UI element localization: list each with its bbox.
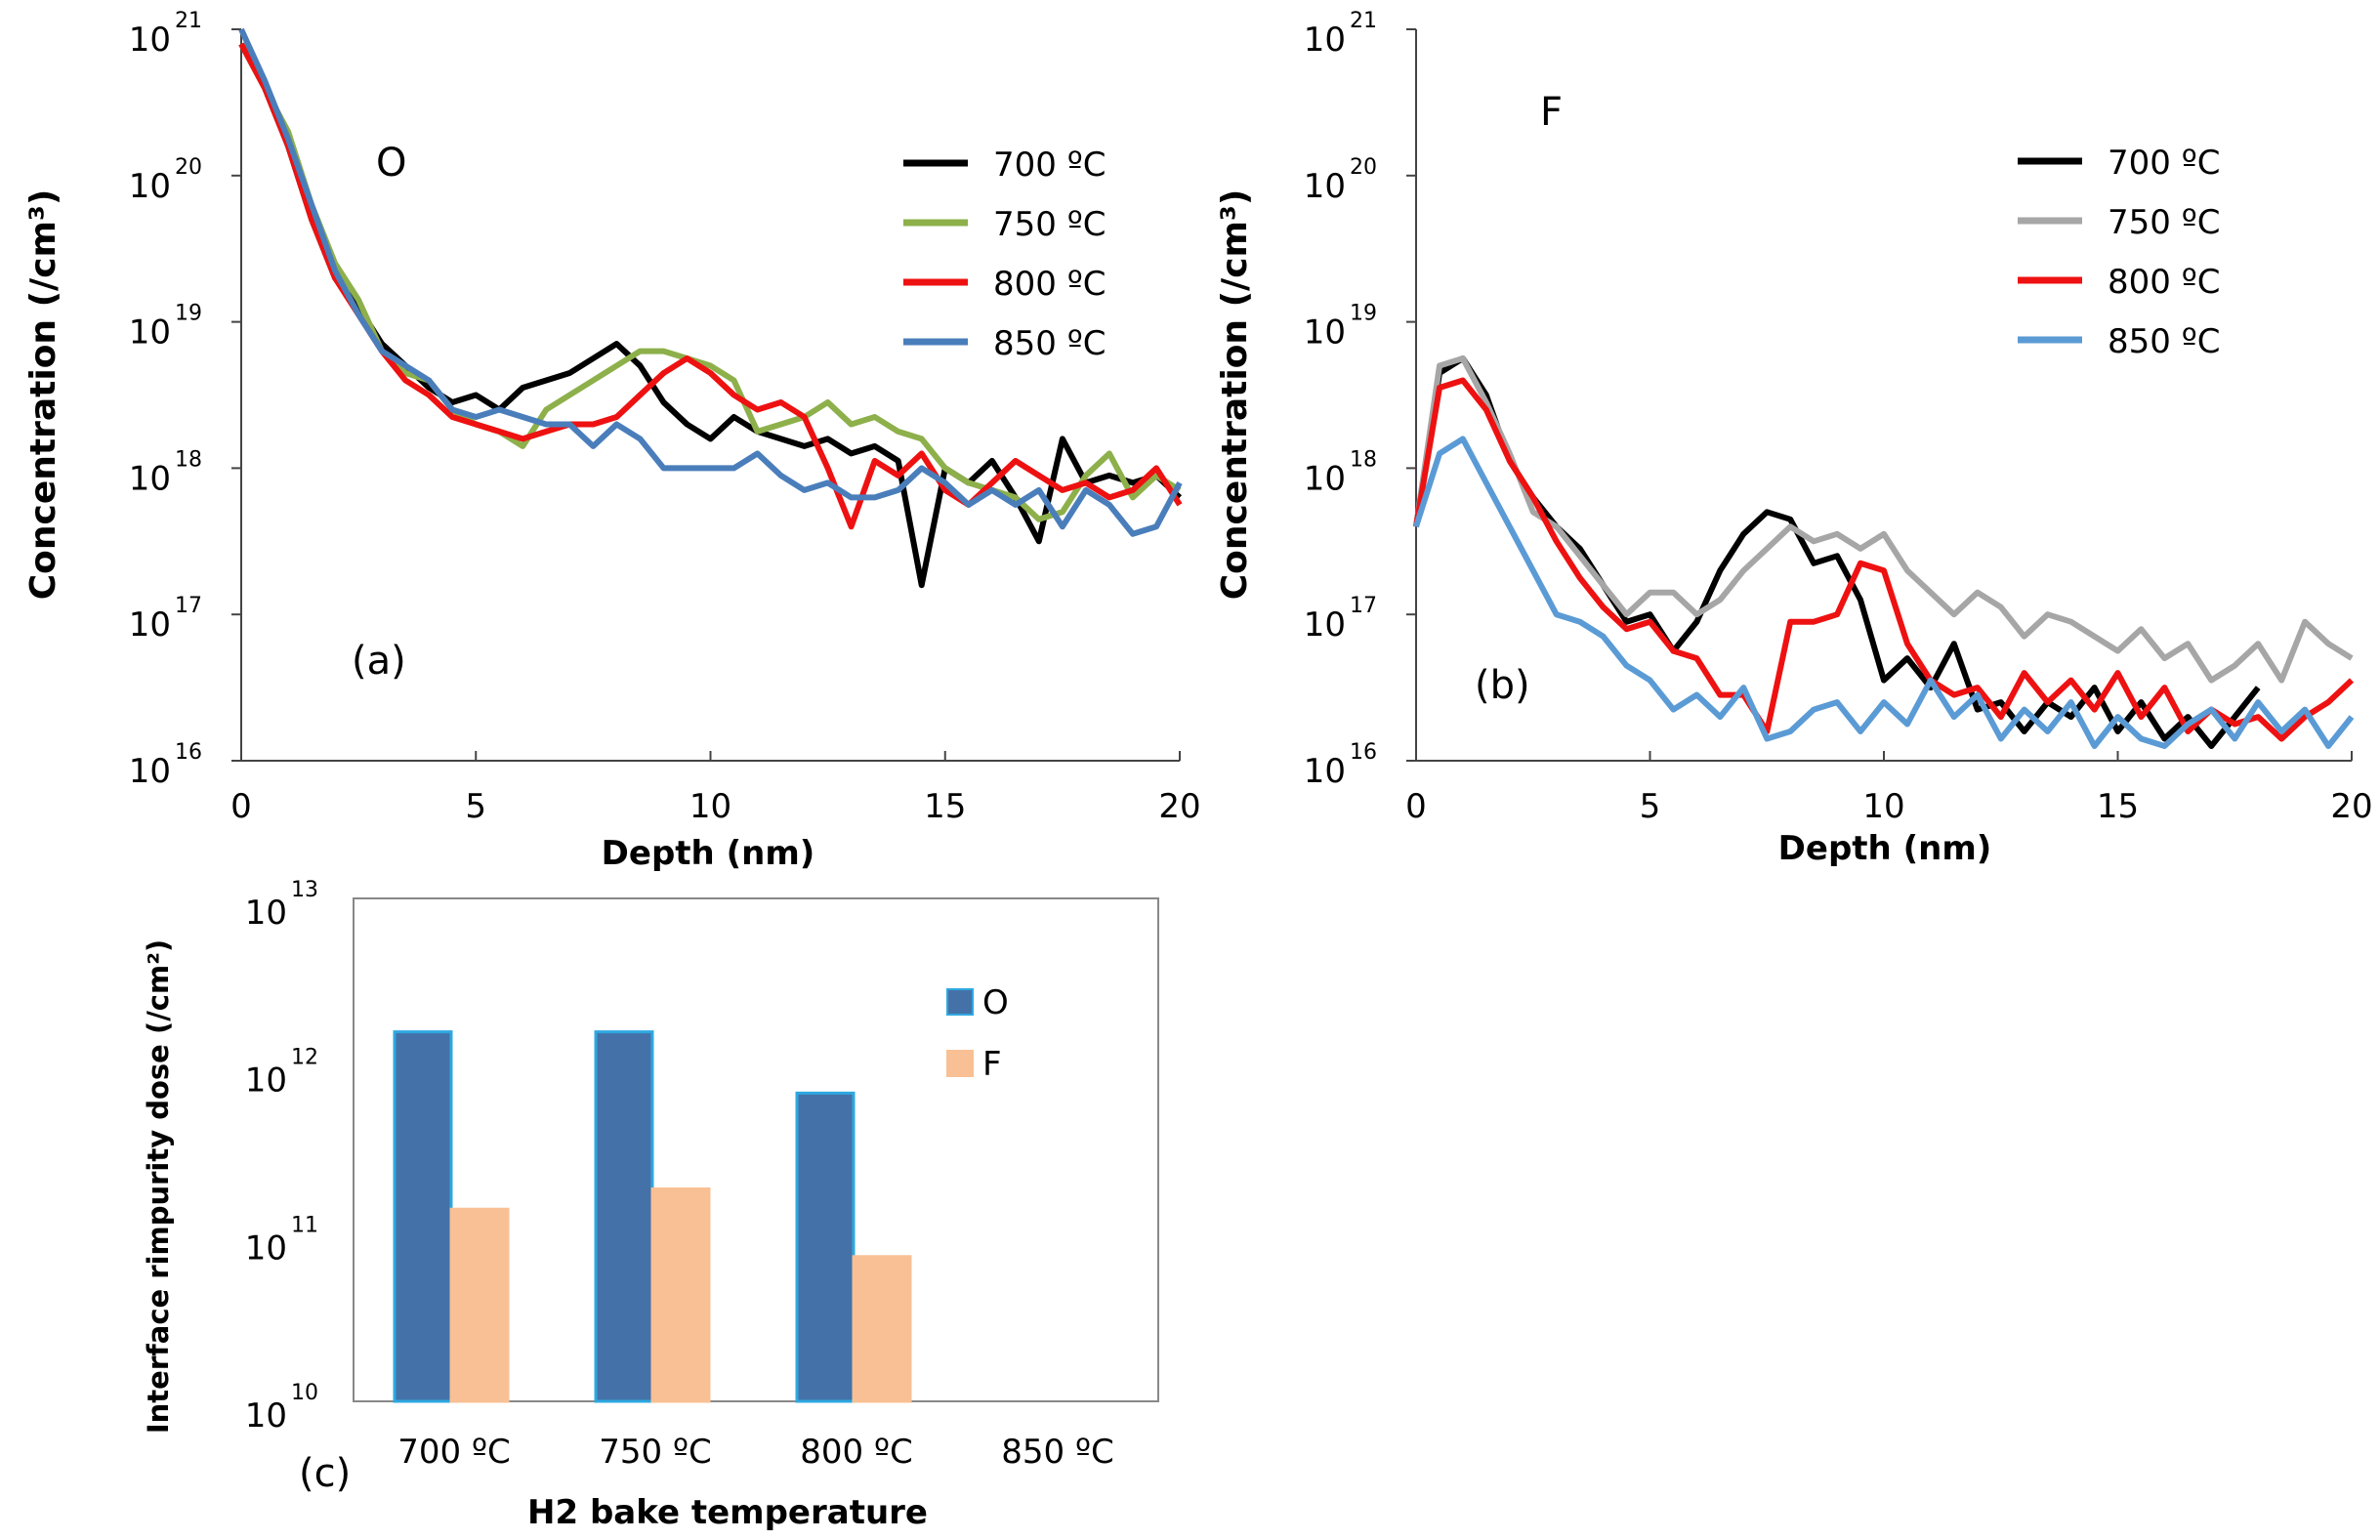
y-tick-label-exponent: 12 (291, 1046, 318, 1070)
y-tick-label-exponent: 17 (1350, 594, 1377, 618)
bar-O-750C (594, 1030, 654, 1403)
y-tick-label-base: 10 (129, 459, 171, 498)
x-tick-label: 5 (465, 787, 486, 826)
series-line-750C (238, 42, 1182, 522)
x-tick-label: 20 (2330, 787, 2372, 826)
y-tick-label-base: 10 (1304, 21, 1346, 60)
y-tick-label-exponent: 21 (175, 9, 202, 33)
legend-swatch (946, 988, 974, 1016)
panel-b-legend: 700 ºC 750 ºC 800 ºC 850 ºC (2018, 144, 2220, 361)
series-line-800C (238, 42, 1183, 530)
x-tick-label: 15 (2097, 787, 2139, 826)
y-tick-label-base: 10 (1304, 605, 1346, 645)
panel-a-annotation: O (376, 141, 406, 186)
legend-label: 800 ºC (993, 265, 1106, 304)
legend-label: 800 ºC (2108, 263, 2220, 302)
series-line-850C (238, 27, 1183, 537)
y-tick-label-base: 10 (245, 894, 287, 933)
x-tick-label: 15 (924, 787, 966, 826)
legend-swatch (946, 1050, 974, 1077)
y-tick-label-base: 10 (1304, 752, 1346, 791)
y-tick-label-base: 10 (1304, 313, 1346, 353)
series-line-700C (238, 42, 1183, 589)
y-tick-label-base: 10 (129, 167, 171, 206)
legend-label: 850 ºC (993, 324, 1106, 363)
x-tick-label: 20 (1158, 787, 1200, 826)
panel-c-plot-frame (353, 897, 1159, 1402)
legend-label: 750 ºC (993, 205, 1106, 244)
y-tick-label-exponent: 17 (175, 594, 202, 618)
bar-O-700C (393, 1030, 453, 1403)
legend-label: 850 ºC (2108, 322, 2220, 361)
x-tick-label: 800 ºC (800, 1433, 912, 1472)
bar-F-700C (449, 1207, 510, 1403)
y-tick-label-exponent: 16 (175, 740, 202, 765)
y-tick-label-base: 10 (129, 21, 171, 60)
x-tick-label: 0 (230, 787, 252, 826)
panel-a-legend: 700 ºC 750 ºC 800 ºC 850 ºC (903, 146, 1106, 363)
y-tick-label-exponent: 13 (291, 878, 318, 902)
series-line-850C (1413, 436, 2355, 749)
x-tick-label: 10 (1862, 787, 1904, 826)
panel-b-y-axis-label: Concentration (/cm³) (1215, 189, 1255, 601)
legend-label: 750 ºC (2108, 203, 2220, 242)
panel-c-label: (c) (299, 1451, 351, 1496)
y-tick-label-base: 10 (129, 605, 171, 645)
x-tick-label: 10 (689, 787, 731, 826)
panel-b-annotation: F (1540, 90, 1563, 135)
x-tick-label: 750 ºC (599, 1433, 711, 1472)
y-tick-label-exponent: 10 (291, 1381, 318, 1405)
legend-label: F (982, 1045, 1002, 1084)
y-tick-label-base: 10 (129, 313, 171, 353)
series-line-750C (1413, 355, 2354, 684)
y-tick-label-base: 10 (1304, 459, 1346, 498)
legend-label: 700 ºC (993, 146, 1106, 185)
bar-F-800C (852, 1255, 912, 1403)
y-tick-label-exponent: 21 (1350, 9, 1377, 33)
panel-b-x-axis-label: Depth (nm) (1778, 829, 1992, 868)
x-tick-label: 700 ºC (397, 1433, 510, 1472)
panel-b-label: (b) (1475, 663, 1530, 708)
y-tick-label-exponent: 18 (175, 447, 202, 472)
x-tick-label: 5 (1640, 787, 1661, 826)
bar-O-800C (795, 1091, 856, 1403)
y-tick-label-base: 10 (129, 752, 171, 791)
panel-a-x-axis-label: Depth (nm) (602, 834, 815, 873)
y-tick-label-exponent: 20 (175, 155, 202, 180)
panel-a-y-axis-label: Concentration (/cm³) (23, 189, 63, 601)
y-tick-label-exponent: 19 (175, 302, 202, 326)
x-tick-label: 850 ºC (1001, 1433, 1113, 1472)
legend-label: 700 ºC (2108, 144, 2220, 183)
panel-c-y-axis-label: Interface rimpurity dose (/cm²) (142, 939, 175, 1434)
y-tick-label-exponent: 19 (1350, 302, 1377, 326)
panel-c-legend: OF (946, 983, 1009, 1084)
y-tick-label-exponent: 20 (1350, 155, 1377, 180)
series-line-800C (1413, 377, 2355, 742)
y-tick-label-exponent: 18 (1350, 447, 1377, 472)
panel-c-x-axis-label: H2 bake temperature (527, 1493, 928, 1532)
x-tick-label: 0 (1405, 787, 1427, 826)
y-tick-label-base: 10 (245, 1396, 287, 1436)
y-tick-label-exponent: 16 (1350, 740, 1377, 765)
y-tick-label-exponent: 11 (291, 1213, 318, 1237)
y-tick-label-base: 10 (245, 1228, 287, 1268)
y-tick-label-base: 10 (1304, 167, 1346, 206)
y-tick-label-base: 10 (245, 1061, 287, 1101)
legend-label: O (982, 983, 1009, 1022)
bar-F-750C (650, 1186, 711, 1403)
panel-a-label: (a) (352, 639, 406, 684)
series-line-700C (1413, 355, 2261, 749)
